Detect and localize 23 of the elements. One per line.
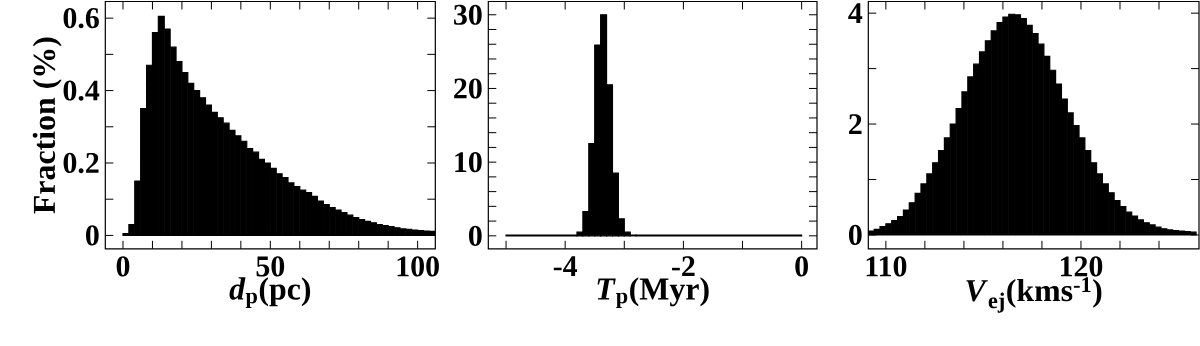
y-tick-label: 20: [454, 78, 482, 99]
x-tick-label: -4: [553, 256, 578, 277]
x-tick-label: 0: [795, 256, 808, 277]
x-tick-label: 100: [397, 256, 439, 277]
y-tick-label: 0.2: [63, 153, 99, 174]
x-tick-label: 0: [116, 256, 130, 277]
y-tick-label: 4: [848, 3, 863, 24]
y-axis-title: Fraction (%): [32, 37, 62, 214]
y-tick-label: 0.4: [63, 80, 100, 101]
y-tick-label: 0: [468, 226, 482, 247]
x-tick-label: -2: [672, 256, 695, 277]
y-tick-label: 0: [848, 225, 862, 246]
y-tick-label: 0.6: [63, 8, 99, 29]
y-tick-label: 0: [86, 225, 99, 246]
x-axis-title: V$_{ej}$(kms$^{-1}$): [966, 277, 1102, 313]
x-axis-title: d$_{p}$(pc): [229, 277, 311, 309]
x-axis-title: T$_{p}$(Myr): [597, 277, 709, 309]
x-tick-label: 110: [866, 256, 907, 277]
y-tick-label: 2: [849, 114, 862, 135]
x-tick-label: 120: [1060, 256, 1103, 277]
y-tick-label: 30: [454, 4, 482, 26]
x-tick-label: 50: [256, 256, 285, 277]
y-tick-label: 10: [455, 152, 482, 173]
